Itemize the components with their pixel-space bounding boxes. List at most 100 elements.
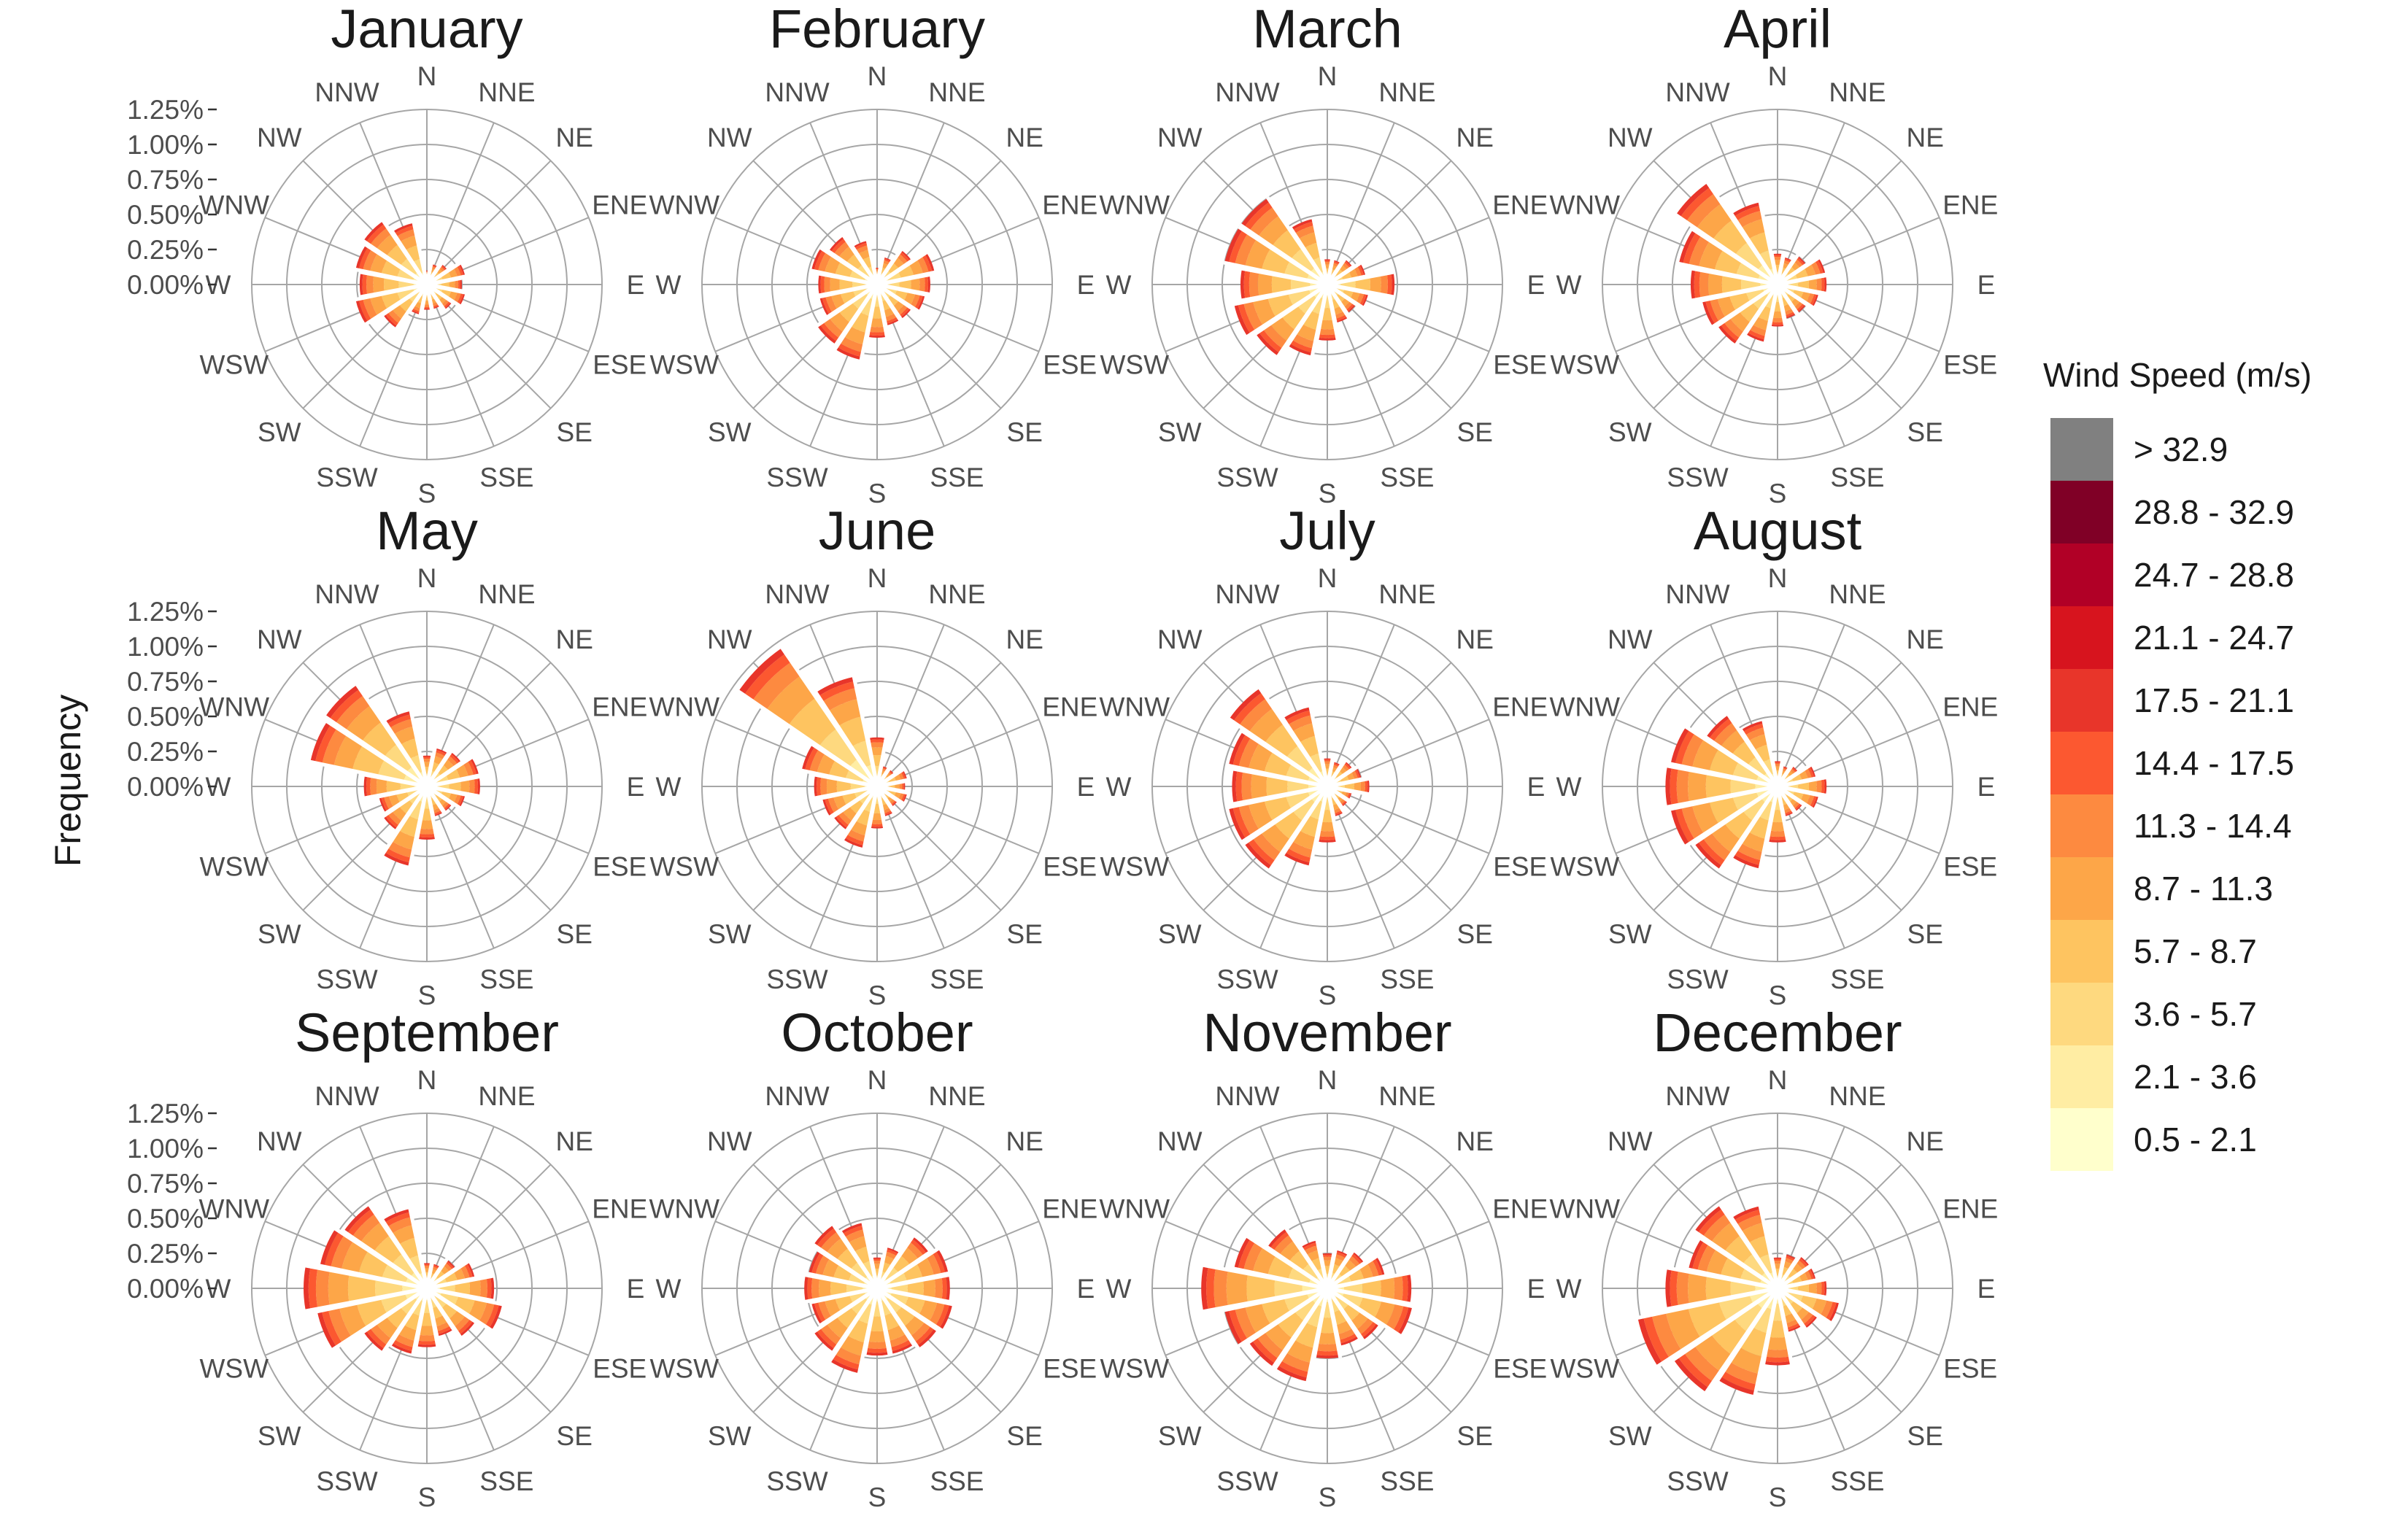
petal-segment	[1699, 270, 1710, 299]
petal-segment	[1694, 1204, 1723, 1234]
petal-segment	[462, 760, 474, 778]
petal-separator	[876, 1286, 939, 1332]
direction-label-nw: NW	[1608, 123, 1653, 152]
direction-label-s: S	[1319, 479, 1337, 508]
direction-label-ese: ESE	[593, 1353, 647, 1383]
petal-segment	[403, 1312, 421, 1331]
petal-separator	[1265, 1245, 1329, 1291]
petal-segment	[416, 1340, 438, 1345]
legend-label: 11.3 - 14.4	[2134, 807, 2292, 845]
petal-segment	[1289, 1250, 1311, 1272]
petal-segment	[1292, 722, 1317, 743]
petal-segment	[1348, 1267, 1365, 1283]
petal-segment	[1213, 1267, 1229, 1309]
petal-nnw	[390, 221, 429, 286]
petal-segment	[817, 324, 838, 345]
direction-label-n: N	[868, 61, 887, 91]
petal-segment	[478, 1301, 495, 1326]
petal-segment	[903, 1263, 923, 1283]
panel-title: January	[331, 0, 522, 59]
petal-segment	[441, 1302, 458, 1320]
legend-title: Wind Speed (m/s)	[2043, 356, 2312, 394]
petal-segment	[440, 263, 448, 271]
petal-segment	[1734, 1302, 1764, 1332]
direction-label-w: W	[656, 772, 682, 802]
petal-nnw	[1281, 705, 1330, 788]
direction-label-e: E	[1977, 270, 1996, 300]
petal-separator	[408, 1207, 429, 1289]
petal-segment	[1291, 333, 1316, 349]
petal-segment	[1240, 198, 1270, 228]
petal-segment	[434, 749, 448, 757]
petal-separator	[818, 282, 878, 298]
petal-segment	[455, 1280, 470, 1296]
direction-label-nnw: NNW	[765, 1081, 829, 1111]
petal-segment	[816, 1327, 838, 1350]
petal-segment	[1300, 1240, 1318, 1249]
petal-segment	[1705, 714, 1731, 740]
petal-segment	[822, 317, 844, 339]
petal-segment	[828, 759, 850, 780]
petal-segment	[416, 1344, 438, 1347]
direction-label-w: W	[656, 270, 682, 300]
panel-title: August	[1694, 500, 1862, 561]
direction-label-ene: ENE	[1492, 692, 1548, 722]
petal-segment	[1322, 759, 1332, 762]
petal-segment	[422, 1263, 432, 1265]
direction-label-n: N	[1768, 61, 1788, 91]
petal-segment	[885, 318, 900, 326]
petal-segment	[826, 777, 838, 796]
petal-segment	[390, 1342, 414, 1355]
petal-segment	[1308, 767, 1324, 783]
petal-separator	[395, 785, 429, 832]
petal-separator	[1325, 1287, 1362, 1339]
petal-segment	[932, 1250, 946, 1275]
legend-key	[2050, 606, 2113, 669]
petal-separator	[810, 268, 878, 287]
petal-segment	[854, 808, 872, 827]
petal-segment	[1294, 1299, 1317, 1322]
petal-segment	[408, 290, 421, 303]
petal-segment	[453, 290, 462, 304]
legend-key	[2050, 857, 2113, 920]
petal-segment	[1316, 337, 1338, 341]
petal-nw	[323, 683, 429, 789]
direction-label-nnw: NNW	[1665, 579, 1729, 609]
legend-label: 28.8 - 32.9	[2134, 493, 2294, 531]
petal-segment	[1251, 1336, 1279, 1364]
direction-label-ene: ENE	[592, 1194, 647, 1224]
petal-segment	[896, 303, 908, 316]
direction-label-ese: ESE	[1493, 349, 1547, 379]
petal-segment	[1238, 737, 1260, 770]
petal-segment	[910, 1321, 932, 1343]
petal-segment	[1804, 767, 1813, 781]
petal-segment	[1734, 241, 1764, 271]
petal-segment	[458, 1320, 476, 1337]
petal-separator	[425, 1288, 440, 1347]
petal-segment	[1702, 299, 1716, 327]
petal-segment	[1643, 1315, 1670, 1363]
petal-segment	[881, 270, 892, 280]
petal-segment	[901, 792, 908, 804]
petal-segment	[1246, 1273, 1276, 1304]
petal-segment	[391, 1339, 414, 1352]
petal-segment	[1746, 328, 1767, 340]
petal-segment	[840, 1222, 864, 1234]
petal-segment	[1232, 769, 1238, 804]
petal-segment	[820, 775, 828, 797]
petal-separator	[1691, 282, 1778, 303]
petal-segment	[314, 724, 337, 765]
petal-segment	[1290, 218, 1314, 231]
direction-label-s: S	[1769, 479, 1787, 508]
petal-segment	[1248, 800, 1273, 831]
direction-label-nw: NW	[1608, 624, 1653, 654]
petal-separator	[425, 261, 462, 287]
petal-separator	[876, 282, 914, 311]
petal-separator	[875, 1287, 916, 1347]
petal-segment	[417, 828, 436, 835]
petal-segment	[310, 721, 331, 763]
petal-segment	[1809, 292, 1818, 307]
petal-wsw	[1227, 784, 1329, 844]
petal-segment	[1766, 1336, 1789, 1350]
petal-segment	[1709, 748, 1740, 777]
